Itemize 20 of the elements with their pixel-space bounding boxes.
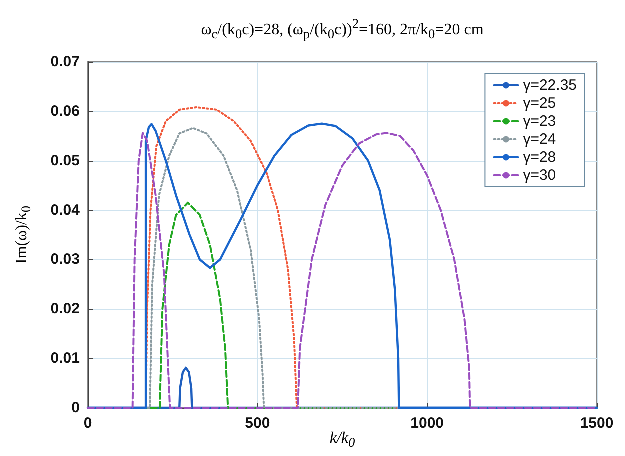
legend-label: γ=28 bbox=[523, 149, 556, 166]
legend-label: γ=30 bbox=[523, 167, 556, 184]
legend-label: γ=25 bbox=[523, 95, 556, 112]
y-tick-label: 0.06 bbox=[50, 102, 80, 120]
legend-label: γ=23 bbox=[523, 113, 556, 130]
chart-title: ω$_{c}$/(k$_{0}$c)=28, (ω$_{p}$/(k$_{0}$c))$^{2}$=160, 2π/k$_{0}$=20 cm bbox=[201, 16, 484, 42]
x-tick-label: 500 bbox=[245, 415, 270, 432]
y-tick-label: 0.07 bbox=[50, 54, 80, 70]
legend-label: γ=24 bbox=[523, 131, 556, 148]
y-tick-label: 0.02 bbox=[50, 300, 80, 318]
legend-label: γ=22.35 bbox=[523, 77, 577, 94]
x-axis-title: k/k$_{0}$ bbox=[330, 430, 356, 450]
y-tick-label: 0.04 bbox=[50, 202, 81, 219]
y-tick-label: 0.05 bbox=[50, 152, 80, 170]
y-tick-label: 0.01 bbox=[50, 350, 80, 368]
x-tick-label: 1000 bbox=[410, 415, 444, 432]
x-tick-label: 1500 bbox=[580, 415, 614, 432]
y-tick-label: 0.03 bbox=[50, 251, 80, 268]
x-tick-label: 0 bbox=[84, 415, 92, 432]
y-tick-label: 0 bbox=[72, 400, 80, 416]
